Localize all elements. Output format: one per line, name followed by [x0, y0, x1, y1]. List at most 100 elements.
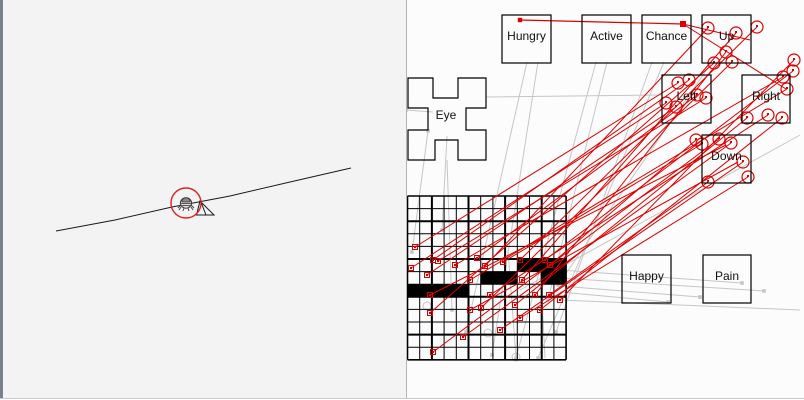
neuron-node-dot — [792, 69, 794, 71]
direction-triangle — [195, 200, 216, 216]
red-link — [544, 70, 794, 261]
synapse-endpoint-dot — [499, 329, 501, 331]
gray-endpoint — [407, 108, 408, 112]
synapse-endpoint — [427, 310, 433, 316]
nn-box-label: Down — [711, 149, 742, 163]
triangle-inner-edge — [200, 201, 207, 216]
neuron-node-dot — [793, 58, 795, 60]
gray-endpoint — [514, 356, 518, 360]
neuron-node — [776, 70, 790, 84]
neuron-node — [780, 82, 794, 96]
creature-sprite[interactable] — [177, 197, 195, 212]
red-link — [519, 176, 749, 319]
red-link — [521, 32, 737, 281]
gray-endpoint — [666, 300, 670, 304]
nn-box-border — [661, 74, 712, 124]
world-view-panel — [0, 0, 406, 398]
nn-box-border — [701, 14, 752, 64]
retina-cell-on — [419, 284, 432, 297]
neuron-node-dot — [767, 113, 769, 115]
red-square-endpoint — [680, 21, 686, 27]
nn-box-up[interactable]: Up — [701, 14, 752, 64]
synapse-endpoint — [474, 255, 480, 261]
gray-node — [511, 352, 521, 362]
terrain-line — [55, 167, 352, 232]
nn-box-label: Happy — [629, 269, 664, 283]
red-link — [469, 161, 739, 311]
red-link — [682, 23, 751, 41]
red-link — [549, 139, 697, 266]
synapse-endpoint — [435, 258, 441, 264]
neuron-node — [787, 53, 801, 67]
synapse-endpoint — [542, 257, 548, 263]
synapse-endpoint-dot — [414, 246, 416, 248]
neuron-node — [775, 111, 789, 125]
synapse-endpoint-dot — [480, 307, 482, 309]
neuron-node — [682, 73, 696, 87]
synapse-endpoint — [460, 334, 466, 340]
gray-link — [559, 299, 801, 311]
selection-ring — [170, 187, 202, 219]
gray-endpoint — [536, 356, 540, 360]
nn-box-pain[interactable]: Pain — [702, 254, 752, 304]
synapse-endpoint-dot — [534, 294, 536, 296]
neuron-node-dot — [705, 96, 707, 98]
nn-box-down[interactable]: Down — [701, 134, 752, 184]
retina-cell-on — [407, 284, 420, 297]
retina-cell-on — [480, 271, 493, 285]
synapse-endpoint — [452, 262, 458, 268]
gray-endpoint — [698, 295, 702, 299]
synapse-endpoint-dot — [519, 317, 521, 319]
synapse-endpoint — [546, 292, 552, 298]
nn-box-label: Pain — [715, 269, 739, 283]
nn-box-border — [501, 14, 552, 64]
gray-link — [485, 94, 663, 98]
synapse-endpoint-dot — [469, 279, 471, 281]
gray-link — [557, 61, 713, 286]
nn-box-border — [621, 254, 672, 304]
neuron-node-dot — [782, 75, 784, 77]
neuron-node — [740, 111, 754, 125]
synapse-endpoint — [517, 257, 523, 263]
gray-link — [537, 61, 665, 359]
synapse-endpoint — [497, 327, 503, 333]
synapse-endpoint-dot — [429, 312, 431, 314]
eye-sensor-shape[interactable] — [407, 77, 487, 161]
synapse-endpoint — [430, 349, 436, 355]
red-link — [432, 138, 720, 353]
neuron-node-dot — [707, 26, 709, 28]
neuron-node-dot — [725, 50, 727, 52]
neuron-node-dot — [731, 60, 733, 62]
nn-box-right[interactable]: Right — [741, 74, 791, 124]
gray-endpoint — [410, 250, 414, 254]
nn-box-label: Left — [676, 89, 697, 103]
synapse-endpoint-dot — [432, 259, 434, 261]
nn-box-label: Hungry — [507, 29, 546, 43]
neuron-node-dot — [677, 81, 679, 83]
synapse-endpoint — [467, 277, 473, 283]
nn-box-left[interactable]: Left — [661, 74, 712, 124]
nn-box-label: Right — [752, 89, 781, 103]
synapse-endpoint — [478, 305, 484, 311]
gray-endpoint — [464, 330, 468, 334]
neuron-node — [690, 88, 704, 102]
creature-leg — [190, 206, 194, 211]
neuron-node-dot — [688, 78, 690, 80]
synapse-endpoint — [532, 292, 538, 298]
neuron-node — [699, 91, 713, 105]
nn-box-active[interactable]: Active — [581, 14, 632, 64]
nn-box-hungry[interactable]: Hungry — [501, 14, 552, 64]
neuron-node — [761, 108, 775, 122]
synapse-endpoint-dot — [539, 309, 541, 311]
synapse-endpoint-dot — [429, 294, 431, 296]
red-link — [539, 117, 783, 311]
retina-cell-on — [553, 271, 567, 285]
gray-endpoint — [490, 353, 494, 357]
nn-box-label: Up — [719, 29, 735, 43]
gray-endpoint — [426, 129, 430, 133]
nn-box-chance[interactable]: Chance — [641, 14, 692, 64]
creature-head — [181, 197, 191, 203]
network-view-panel: Eye Hungry Active Chance Up Left Right Down Happ… — [407, 0, 804, 398]
red-link — [519, 19, 684, 25]
nn-box-happy[interactable]: Happy — [621, 254, 672, 304]
